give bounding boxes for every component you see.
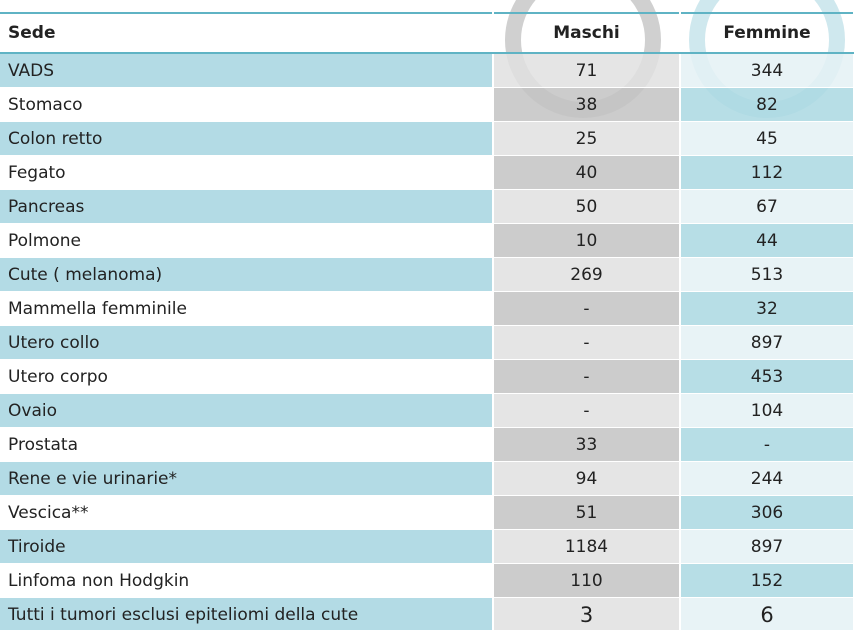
cell: - — [493, 393, 681, 428]
cell: 344 — [680, 53, 854, 88]
cell: 513 — [680, 257, 854, 292]
row: Utero corpo -453 — [0, 359, 854, 394]
cell: 6 — [680, 597, 854, 630]
header-cell: Sede — [0, 13, 494, 54]
cell: - — [680, 427, 854, 462]
cell: 1184 — [493, 529, 681, 564]
row: Utero collo -897 — [0, 325, 854, 360]
cell: 45 — [680, 121, 854, 156]
cell: 897 — [680, 529, 854, 564]
cell: 897 — [680, 325, 854, 360]
cell: 71 — [493, 53, 681, 88]
row: Fegato 40 112 — [0, 155, 854, 190]
row: Tiroide 1184 897 — [0, 529, 854, 564]
row: Stomaco 38 82 — [0, 87, 854, 122]
cell: 44 — [680, 223, 854, 258]
cell: 10 — [493, 223, 681, 258]
row: Ovaio -104 — [0, 393, 854, 428]
cell: Pancreas — [0, 189, 494, 224]
cell: Mammella femminile — [0, 291, 494, 326]
cell: 38 — [493, 87, 681, 122]
header-row: Sede Maschi Femmine — [0, 13, 854, 54]
cell: 33 — [493, 427, 681, 462]
cell: 152 — [680, 563, 854, 598]
cell: Fegato — [0, 155, 494, 190]
cell: 82 — [680, 87, 854, 122]
cell: Utero collo — [0, 325, 494, 360]
row: Polmone 10 44 — [0, 223, 854, 258]
cell: 94 — [493, 461, 681, 496]
cell: 3 — [493, 597, 681, 630]
cell: 112 — [680, 155, 854, 190]
row: Prostata 33- — [0, 427, 854, 462]
cell: 269 — [493, 257, 681, 292]
row: Pancreas 50 67 — [0, 189, 854, 224]
cell: Polmone — [0, 223, 494, 258]
table: Sede Maschi Femmine VADS 71 344 Stomaco 38 82 Co… — [0, 12, 854, 630]
cell: Prostata — [0, 427, 494, 462]
row: Mammella femminile -32 — [0, 291, 854, 326]
row: Tutti i tumori esclusi epiteliomi della … — [0, 597, 854, 630]
cell: 32 — [680, 291, 854, 326]
cell: Vescica** — [0, 495, 494, 530]
cell: 51 — [493, 495, 681, 530]
cell: Utero corpo — [0, 359, 494, 394]
cell: 453 — [680, 359, 854, 394]
cell: 110 — [493, 563, 681, 598]
cell: 40 — [493, 155, 681, 190]
cell: - — [493, 291, 681, 326]
cell: Ovaio — [0, 393, 494, 428]
cell: 306 — [680, 495, 854, 530]
cell: - — [493, 359, 681, 394]
cell: VADS — [0, 53, 494, 88]
row: Vescica** 51 306 — [0, 495, 854, 530]
cell: 50 — [493, 189, 681, 224]
cell: Cute ( melanoma) — [0, 257, 494, 292]
cell: Tutti i tumori esclusi epiteliomi della … — [0, 597, 494, 630]
cell: 25 — [493, 121, 681, 156]
header-cell: Maschi — [493, 13, 681, 54]
cell: 244 — [680, 461, 854, 496]
row: Colon retto 25 45 — [0, 121, 854, 156]
row: Linfoma non Hodgkin 110 152 — [0, 563, 854, 598]
cell: 104 — [680, 393, 854, 428]
cell: Linfoma non Hodgkin — [0, 563, 494, 598]
cell: - — [493, 325, 681, 360]
cell: 67 — [680, 189, 854, 224]
header-cell: Femmine — [680, 13, 854, 54]
cell: Colon retto — [0, 121, 494, 156]
cell: Tiroide — [0, 529, 494, 564]
cell: Stomaco — [0, 87, 494, 122]
cell: Rene e vie urinarie* — [0, 461, 494, 496]
row: Cute ( melanoma) 269 513 — [0, 257, 854, 292]
row: VADS 71 344 — [0, 53, 854, 88]
row: Rene e vie urinarie* 94 244 — [0, 461, 854, 496]
